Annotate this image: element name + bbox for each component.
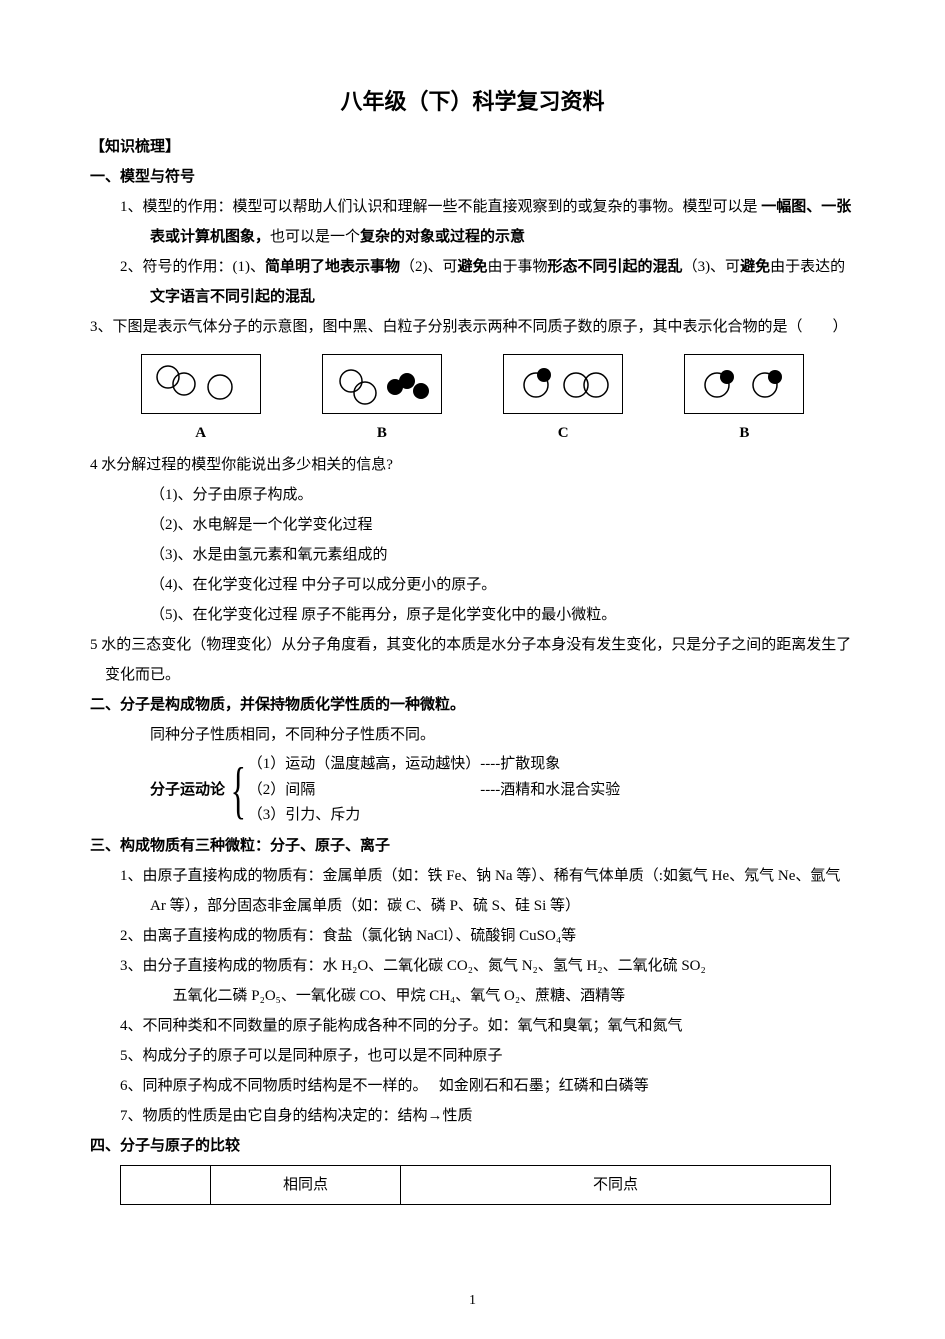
brace-label: 分子运动论 — [150, 775, 229, 805]
s3-p6: 6、同种原子构成不同物质时结构是不一样的。 如金刚石和石墨；红磷和白磷等 — [90, 1071, 855, 1101]
option-label-d: B — [739, 418, 749, 448]
text: 也可以是一个 — [270, 229, 360, 245]
s3-p7: 7、物质的性质是由它自身的结构决定的：结构→性质 — [90, 1101, 855, 1131]
molecule-diagram-a — [146, 359, 256, 409]
brace-item-3: （3）引力、斥力 — [248, 803, 620, 829]
s3-p5: 5、构成分子的原子可以是同种原子，也可以是不同种原子 — [90, 1041, 855, 1071]
table-header-diff: 不同点 — [401, 1165, 831, 1204]
comparison-table: 相同点 不同点 — [120, 1165, 831, 1205]
text: 2、符号的作用：(1)、 — [120, 259, 265, 275]
s1-p5: 5 水的三态变化（物理变化）从分子角度看，其变化的本质是水分子本身没有发生变化，… — [90, 630, 855, 690]
s1-p3: 3、下图是表示气体分子的示意图，图中黑、白粒子分别表示两种不同质子数的原子，其中… — [90, 312, 855, 342]
s1-p4-3: （3)、水是由氢元素和氧元素组成的 — [90, 540, 855, 570]
s1-p2: 2、符号的作用：(1)、简单明了地表示事物（2)、可避免由于事物形态不同引起的混… — [90, 252, 855, 312]
section-1-header: 一、模型与符号 — [90, 162, 855, 192]
s3-p3b: 五氧化二磷 P₂O₅、一氧化碳 CO、甲烷 CH₄、氧气 O₂、蔗糖、酒精等 — [90, 981, 855, 1011]
s1-p1: 1、模型的作用：模型可以帮助人们认识和理解一些不能直接观察到的或复杂的事物。模型… — [90, 192, 855, 252]
page-number: 1 — [0, 1287, 945, 1315]
text: 由于事物 — [488, 259, 548, 275]
text: （2)、可 — [400, 259, 458, 275]
text: 由于表达的 — [770, 259, 845, 275]
text: 1、模型的作用：模型可以帮助人们认识和理解一些不能直接观察到的或复杂的事物。模型… — [120, 199, 761, 215]
molecule-diagram-c — [508, 359, 618, 409]
brace-item-1: （1）运动（温度越高，运动越快）----扩散现象 — [248, 752, 620, 778]
table-cell-empty — [121, 1165, 211, 1204]
option-b: B — [322, 354, 442, 448]
diagram-options: A B C — [90, 354, 855, 448]
s3-p4: 4、不同种类和不同数量的原子能构成各种不同的分子。如：氧气和臭氧；氧气和氮气 — [90, 1011, 855, 1041]
option-label-b: B — [377, 418, 387, 448]
text-bold: 复杂的对象或过程的示意 — [360, 229, 525, 245]
section-2-header: 二、分子是构成物质，并保持物质化学性质的一种微粒。 — [90, 690, 855, 720]
molecular-kinetics: 分子运动论 { （1）运动（温度越高，运动越快）----扩散现象 （2）间隔 -… — [90, 752, 855, 829]
option-label-c: C — [558, 418, 569, 448]
molecule-diagram-b — [327, 359, 437, 409]
s1-p4-4: （4)、在化学变化过程 中分子可以成分更小的原子。 — [90, 570, 855, 600]
brace-item-2: （2）间隔 ----酒精和水混合实验 — [248, 778, 620, 804]
s1-p4-5: （5)、在化学变化过程 原子不能再分，原子是化学变化中的最小微粒。 — [90, 600, 855, 630]
text: 1、由原子直接构成的物质有：金属单质（如：铁 Fe、钠 Na 等）、稀有气体单质… — [120, 868, 840, 914]
document-title: 八年级（下）科学复习资料 — [90, 80, 855, 124]
section-4-header: 四、分子与原子的比较 — [90, 1131, 855, 1161]
s1-p4-2: （2)、水电解是一个化学变化过程 — [90, 510, 855, 540]
knowledge-header: 【知识梳理】 — [90, 132, 855, 162]
option-label-a: A — [195, 418, 206, 448]
option-d: B — [684, 354, 804, 448]
option-c: C — [503, 354, 623, 448]
molecule-diagram-d — [689, 359, 799, 409]
s2-line1: 同种分子性质相同，不同种分子性质不同。 — [90, 720, 855, 750]
s1-p4: 4 水分解过程的模型你能说出多少相关的信息? — [90, 450, 855, 480]
text-bold: 形态不同引起的混乱 — [548, 259, 683, 275]
text-bold: 避免 — [740, 259, 770, 275]
section-3-header: 三、构成物质有三种微粒：分子、原子、离子 — [90, 831, 855, 861]
s3-p2: 2、由离子直接构成的物质有：食盐（氯化钠 NaCl）、硫酸铜 CuSO₄等 — [90, 921, 855, 951]
text-bold: 简单明了地表示事物 — [265, 259, 400, 275]
text: （3)、可 — [683, 259, 741, 275]
s3-p3: 3、由分子直接构成的物质有：水 H₂O、二氧化碳 CO₂、氮气 N₂、氢气 H₂… — [90, 951, 855, 981]
left-brace-icon: { — [231, 758, 246, 822]
table-header-same: 相同点 — [211, 1165, 401, 1204]
option-a: A — [141, 354, 261, 448]
text-bold: 避免 — [458, 259, 488, 275]
s1-p4-1: （1)、分子由原子构成。 — [90, 480, 855, 510]
s3-p1: 1、由原子直接构成的物质有：金属单质（如：铁 Fe、钠 Na 等）、稀有气体单质… — [90, 861, 855, 921]
text-bold: 文字语言不同引起的混乱 — [150, 289, 315, 305]
